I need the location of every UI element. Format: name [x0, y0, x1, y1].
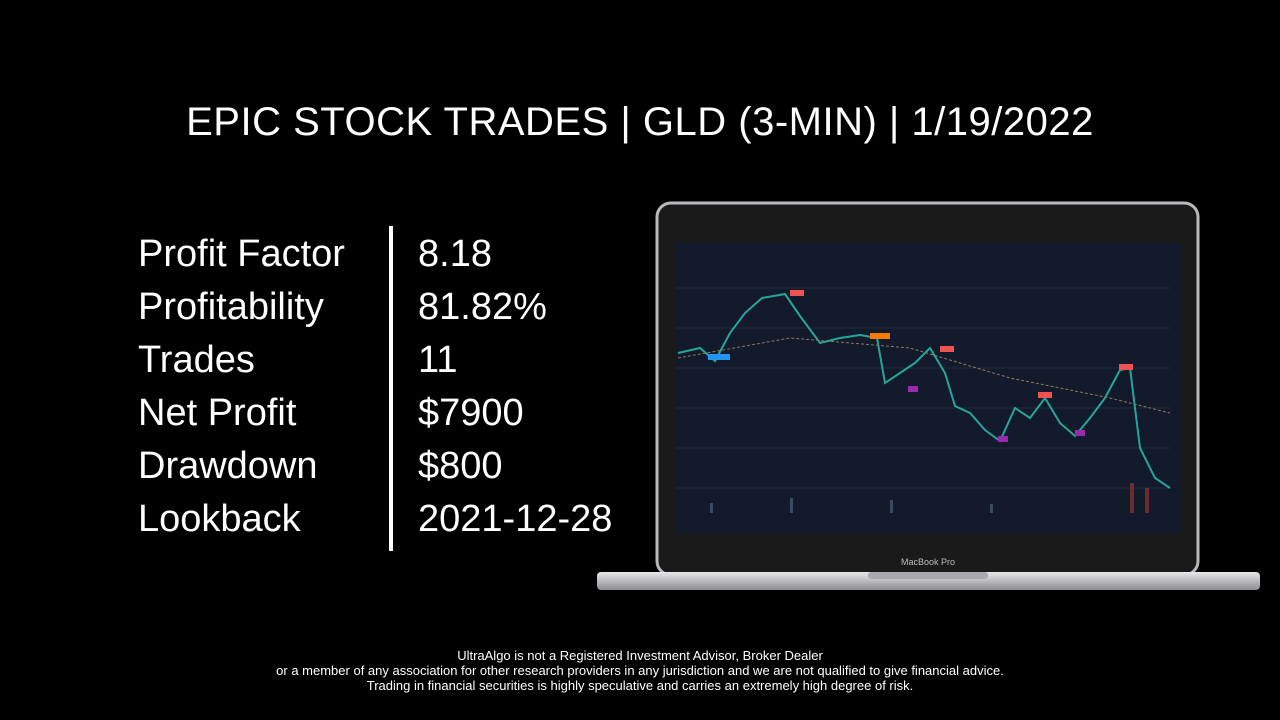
stat-value: $7900 [418, 392, 524, 434]
stat-label: Profit Factor [138, 233, 345, 275]
screen-signals [708, 290, 1133, 442]
divider [389, 226, 393, 551]
screen-volume [710, 483, 1149, 513]
stat-value: 8.18 [418, 233, 492, 275]
laptop-notch [868, 572, 988, 579]
stat-label: Trades [138, 339, 255, 381]
disclaimer-line: UltraAlgo is not a Registered Investment… [457, 648, 823, 663]
screen-average-line [677, 337, 1171, 414]
stat-label: Net Profit [138, 392, 297, 434]
stat-value: 11 [418, 339, 458, 381]
laptop-screen [675, 243, 1182, 533]
screen-price-line [677, 292, 1171, 489]
stat-label: Lookback [138, 498, 301, 540]
disclaimer-line: Trading in financial securities is highl… [366, 678, 914, 693]
screen-grid [675, 287, 1170, 489]
stat-label: Drawdown [138, 445, 318, 487]
stat-value: 81.82% [418, 286, 547, 328]
disclaimer: UltraAlgo is not a Registered Investment… [0, 648, 1280, 693]
stat-label: Profitability [138, 286, 324, 328]
disclaimer-line: or a member of any association for other… [276, 663, 1004, 678]
title: EPIC STOCK TRADES | GLD (3-MIN) | 1/19/2… [186, 100, 1094, 144]
stat-value: 2021-12-28 [418, 498, 613, 540]
stat-value: $800 [418, 445, 503, 487]
laptop-base [597, 572, 1260, 590]
laptop-label: MacBook Pro [901, 557, 955, 567]
laptop-illustration: MacBook Pro [597, 201, 1260, 590]
